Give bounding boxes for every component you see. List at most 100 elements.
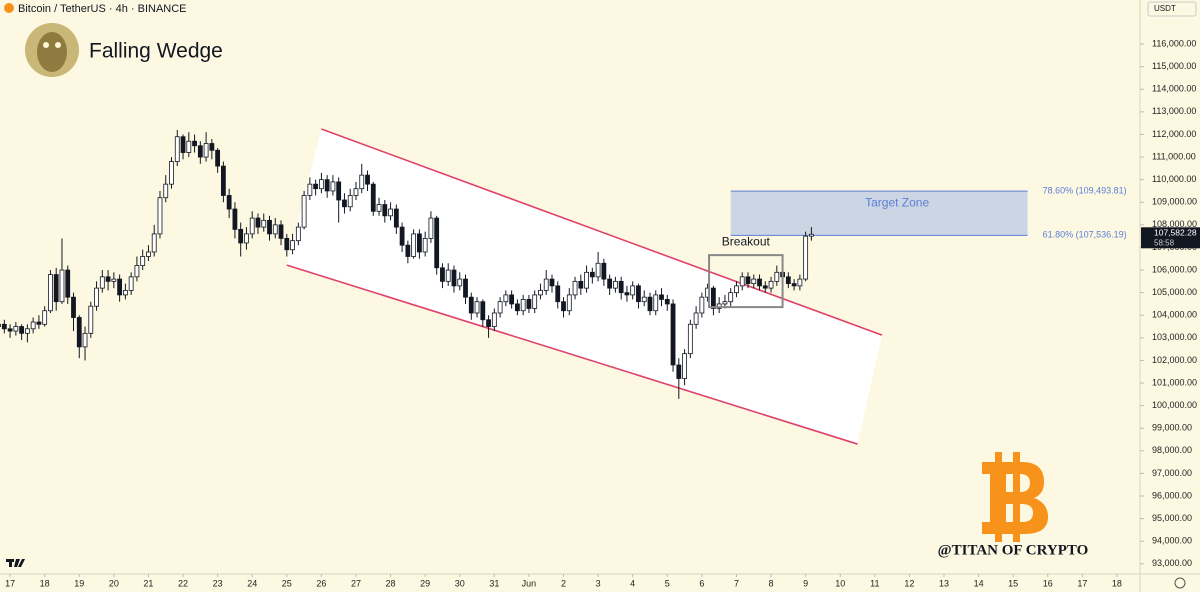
candle-body [359,174,365,190]
x-tick-label: 6 [699,578,704,588]
plot-area [0,128,1028,445]
candle-body [151,233,157,253]
x-tick-label: 24 [247,578,257,588]
candle-body [128,276,134,291]
avatar [25,23,79,77]
y-tick-label: 109,000.00 [1152,197,1197,207]
target-zone [730,191,1028,236]
y-tick-label: 111,000.00 [1152,151,1196,161]
candle-body [589,271,595,278]
chart-title: Falling Wedge [89,40,223,63]
candle-body [238,228,244,244]
x-tick-label: 28 [386,578,396,588]
currency-box [1147,1,1197,17]
candle-body [249,217,255,235]
candle-body [174,136,180,162]
candle-body [307,183,313,196]
x-tick-label: 3 [596,578,601,588]
candle-body [607,278,613,289]
candle-body [762,285,768,289]
candle-body [411,233,417,257]
candle-body [13,326,19,332]
x-tick-label: 13 [939,578,949,588]
x-tick-label: 7 [734,578,739,588]
countdown: 58:58 [1154,238,1175,247]
x-tick-label: 30 [455,578,465,588]
candle-body [0,323,1,327]
candle-body [416,233,422,253]
candle-body [117,278,123,296]
candle-body [440,267,445,282]
candle-body [503,294,509,303]
candle-body [318,179,324,190]
candle-body [111,278,117,282]
candle-body [42,310,48,325]
candle-body [497,301,503,314]
candle-body [595,262,601,278]
candle-body [745,276,751,285]
x-tick-label: 4 [630,578,635,588]
candle-body [457,278,463,287]
x-tick-label: 21 [143,578,153,588]
wedge-upper-line [321,128,883,336]
candle-body [561,301,566,312]
symbol-icon [4,3,14,13]
candle-body [405,244,411,257]
x-tick-label: 25 [282,578,292,588]
candle-body [543,278,549,291]
y-tick-label: 95,000.00 [1152,513,1192,523]
y-tick-label: 98,000.00 [1152,445,1192,455]
last-price-box [1141,227,1200,249]
candle-body [566,294,572,312]
y-tick-label: 94,000.00 [1152,536,1192,546]
candle-body [203,143,209,158]
candle-body [365,174,370,185]
candle-body [105,276,111,282]
y-tick-label: 112,000.00 [1152,129,1196,139]
candle-body [520,299,526,312]
candle-body [53,274,59,303]
candle-body [30,321,36,330]
x-tick-label: 26 [316,578,326,588]
candle-body [59,269,65,303]
candle-body [757,278,762,287]
candle-body [388,208,393,217]
candle-body [376,204,382,212]
symbol-info: Bitcoin / TetherUS · 4h · BINANCE [18,3,187,15]
x-tick-label: 15 [1008,578,1018,588]
x-tick-label: 23 [213,578,223,588]
candle-body [468,296,474,314]
y-tick-label: 96,000.00 [1152,490,1192,500]
candle-body [797,278,803,287]
candle-body [445,269,451,282]
candle-body [422,238,428,253]
candle-body [330,181,336,192]
candle-body [509,294,515,305]
settings-icon[interactable] [1174,577,1186,589]
candle-body [739,276,745,287]
candle-body [370,183,376,212]
candle-body [664,299,670,305]
candle-body [24,328,30,334]
candle-body [278,224,284,239]
x-tick-label: 8 [769,578,774,588]
axes: 93,000.00 94,000.00 95,000.00 96,000.00 97,0… [5,38,1197,588]
x-tick-label: 18 [1112,578,1122,588]
candle-body [342,199,347,208]
candle-body [393,208,399,228]
candle-body [491,312,497,327]
target-zone-label: Target Zone [865,195,929,209]
x-tick-label: 5 [665,578,670,588]
candle-body [653,294,659,312]
candle-body [347,195,353,208]
candle-body [180,136,186,153]
candle-body [134,265,140,278]
candle-body [809,233,814,237]
fib-label: 61.80% (107,536.19) [1043,230,1127,240]
y-tick-label: 93,000.00 [1152,558,1192,568]
candle-body [48,274,53,312]
candle-body [463,278,468,298]
last-price-label: 107,582.28 [1154,228,1197,238]
candle-body [157,197,163,235]
candle-body [7,328,13,332]
